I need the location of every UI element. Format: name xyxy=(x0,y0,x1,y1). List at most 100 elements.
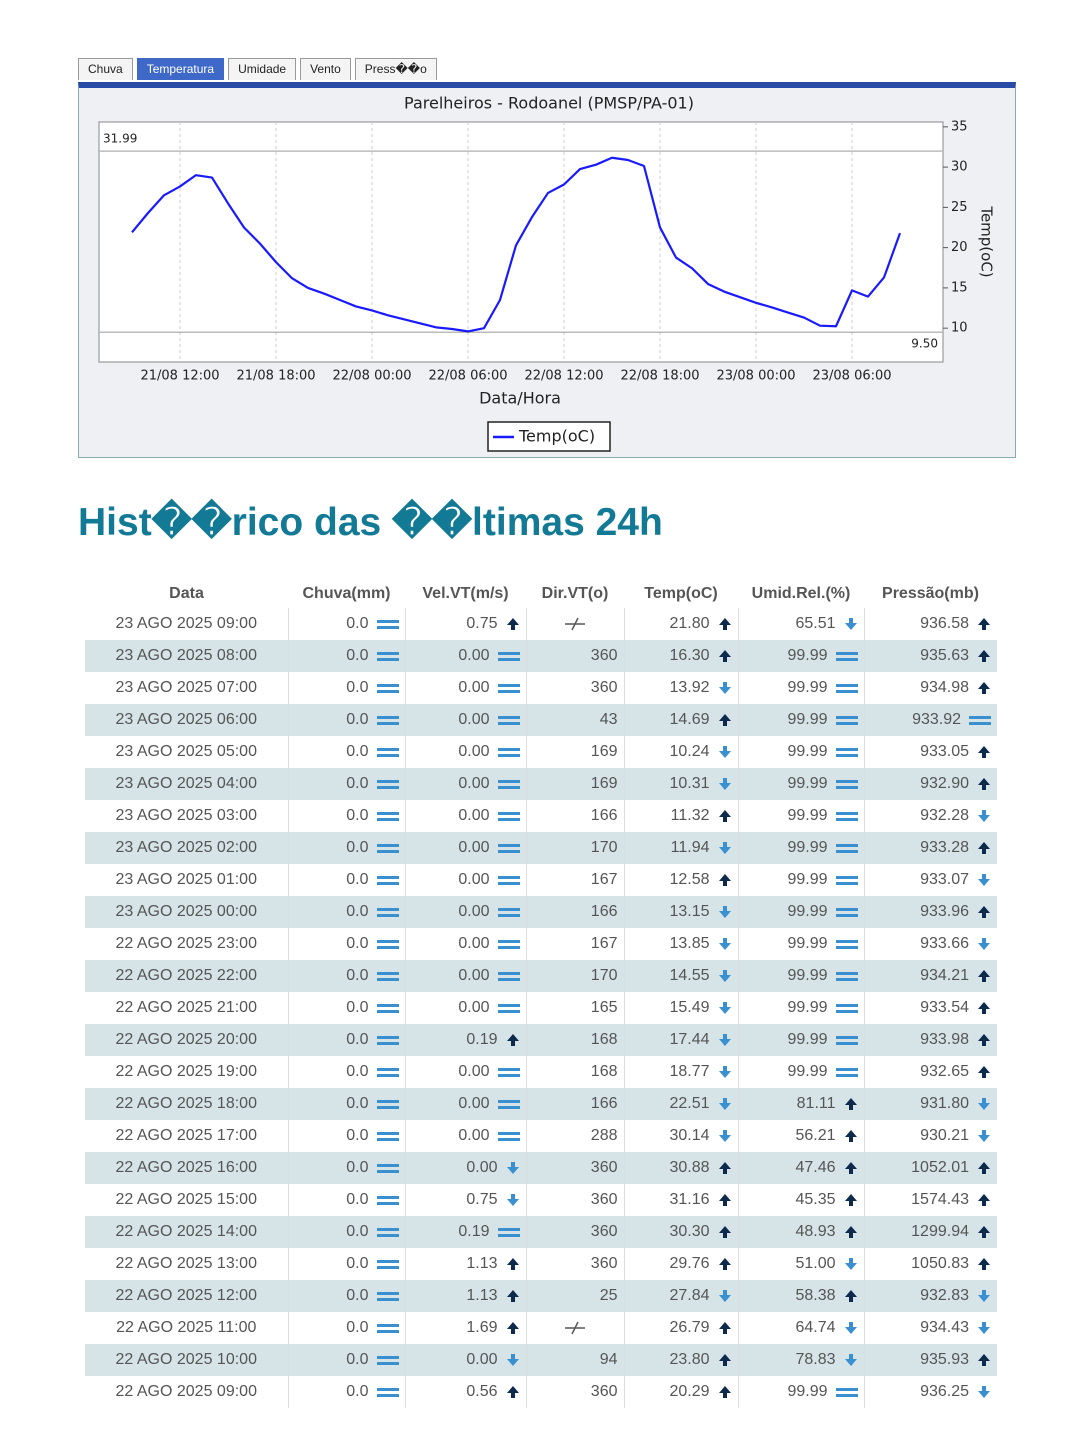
trend-up xyxy=(718,617,731,630)
trend-eq xyxy=(376,1131,399,1141)
table-cell: 0.0 xyxy=(287,960,405,992)
cell-value: 10.24 xyxy=(669,743,710,760)
cell-value: 29.76 xyxy=(669,1255,710,1272)
cell-value: 23 AGO 2025 08:00 xyxy=(115,647,257,664)
cell-value: 167 xyxy=(590,871,618,888)
trend-up xyxy=(844,1193,857,1206)
cell-value: 22 AGO 2025 16:00 xyxy=(115,1159,257,1176)
trend-down xyxy=(978,937,990,950)
trend-up xyxy=(978,681,990,694)
trend-up xyxy=(978,1065,990,1078)
cell-value: 21.80 xyxy=(669,615,710,632)
cell-value: 936.25 xyxy=(920,1383,969,1400)
table-cell: 166 xyxy=(525,896,624,928)
cell-value: 360 xyxy=(590,647,618,664)
table-cell: 14.69 xyxy=(623,704,738,736)
table-cell: 99.99 xyxy=(737,1056,864,1088)
table-cell: 0.00 xyxy=(404,960,526,992)
cell-value: 23 AGO 2025 07:00 xyxy=(115,679,257,696)
trend-eq xyxy=(376,843,399,853)
trend-up xyxy=(718,1193,731,1206)
trend-eq xyxy=(497,939,520,949)
trend-down xyxy=(978,873,990,886)
cell-value: 30.14 xyxy=(669,1127,710,1144)
table-cell: 933.98 xyxy=(863,1024,997,1056)
trend-up xyxy=(978,777,990,790)
table-cell: 30.14 xyxy=(623,1120,738,1152)
trend-down xyxy=(844,1257,857,1270)
table-cell: 10.31 xyxy=(623,768,738,800)
table-cell: 933.07 xyxy=(863,864,997,896)
table-cell: 932.83 xyxy=(863,1280,997,1312)
x-axis-label: Data/Hora xyxy=(479,389,561,408)
trend-up xyxy=(506,1321,519,1334)
cell-value: 23 AGO 2025 00:00 xyxy=(115,903,257,920)
cell-value: 23 AGO 2025 09:00 xyxy=(115,615,257,632)
cell-value: 22 AGO 2025 18:00 xyxy=(115,1095,257,1112)
trend-down xyxy=(978,1097,990,1110)
table-cell: 99.99 xyxy=(737,1024,864,1056)
tab[interactable]: Temperatura xyxy=(136,58,225,80)
table-cell: 0.00 xyxy=(404,640,526,672)
table-cell: 930.21 xyxy=(863,1120,997,1152)
table-cell: 65.51 xyxy=(737,608,864,640)
cell-value: 0.0 xyxy=(346,679,369,696)
table-cell: 360 xyxy=(525,672,624,704)
trend-eq xyxy=(835,747,858,757)
table-cell: 934.98 xyxy=(863,672,997,704)
table-cell: 360 xyxy=(525,1376,624,1408)
cell-value: 22 AGO 2025 20:00 xyxy=(115,1031,257,1048)
trend-eq xyxy=(376,1259,399,1269)
tab[interactable]: Press��o xyxy=(354,58,437,80)
cell-value: 0.75 xyxy=(466,1191,498,1208)
trend-eq xyxy=(497,907,520,917)
trend-eq xyxy=(835,875,858,885)
cell-value: 0.0 xyxy=(346,775,369,792)
trend-up xyxy=(844,1097,857,1110)
x-tick-label: 22/08 18:00 xyxy=(620,369,699,384)
trend-down xyxy=(718,745,731,758)
table-cell: 0.0 xyxy=(287,1312,405,1344)
cell-value: 23 AGO 2025 01:00 xyxy=(115,871,257,888)
trend-eq xyxy=(376,1003,399,1013)
cell-value: 0.19 xyxy=(466,1031,498,1048)
table-cell: 51.00 xyxy=(737,1248,864,1280)
tab[interactable]: Umidade xyxy=(228,58,297,80)
table-cell: 933.54 xyxy=(863,992,997,1024)
trend-up xyxy=(718,1385,731,1398)
trend-down xyxy=(718,969,731,982)
cell-value: 166 xyxy=(590,807,618,824)
table-cell: 48.93 xyxy=(737,1216,864,1248)
tab[interactable]: Vento xyxy=(300,58,351,80)
table-cell: 0.0 xyxy=(287,1184,405,1216)
trend-eq xyxy=(835,939,858,949)
column-header: Temp(oC) xyxy=(644,585,718,602)
table-cell: 23 AGO 2025 04:00 xyxy=(85,768,288,800)
trend-down xyxy=(506,1161,519,1174)
cell-value: 0.0 xyxy=(346,935,369,952)
cell-value: 168 xyxy=(590,1031,618,1048)
table-cell: 22 AGO 2025 10:00 xyxy=(85,1344,288,1376)
table-row: 22 AGO 2025 10:00 0.0 0.00 94 23.80 78.83 935.… xyxy=(85,1344,997,1376)
table-cell: 0.0 xyxy=(287,928,405,960)
cell-value: 10.31 xyxy=(669,775,710,792)
table-cell: 170 xyxy=(525,960,624,992)
trend-eq xyxy=(376,1387,399,1397)
table-cell: 0.0 xyxy=(287,1248,405,1280)
trend-up xyxy=(978,617,990,630)
table-cell: 931.80 xyxy=(863,1088,997,1120)
y-axis-label: Temp(oC) xyxy=(978,205,996,277)
cell-value: 99.99 xyxy=(787,775,828,792)
table-cell: 0.0 xyxy=(287,1120,405,1152)
cell-value: 0.0 xyxy=(346,807,369,824)
cell-value: 0.0 xyxy=(346,903,369,920)
cell-value: 58.38 xyxy=(795,1287,836,1304)
table-row: 23 AGO 2025 04:00 0.0 0.00 169 10.31 99.99 932… xyxy=(85,768,997,800)
tab[interactable]: Chuva xyxy=(78,58,133,80)
table-cell: 47.46 xyxy=(737,1152,864,1184)
table-cell: 99.99 xyxy=(737,1376,864,1408)
cell-value: 167 xyxy=(590,935,618,952)
table-cell: 0.0 xyxy=(287,896,405,928)
trend-up xyxy=(506,1033,519,1046)
cell-value: 0.0 xyxy=(346,1095,369,1112)
